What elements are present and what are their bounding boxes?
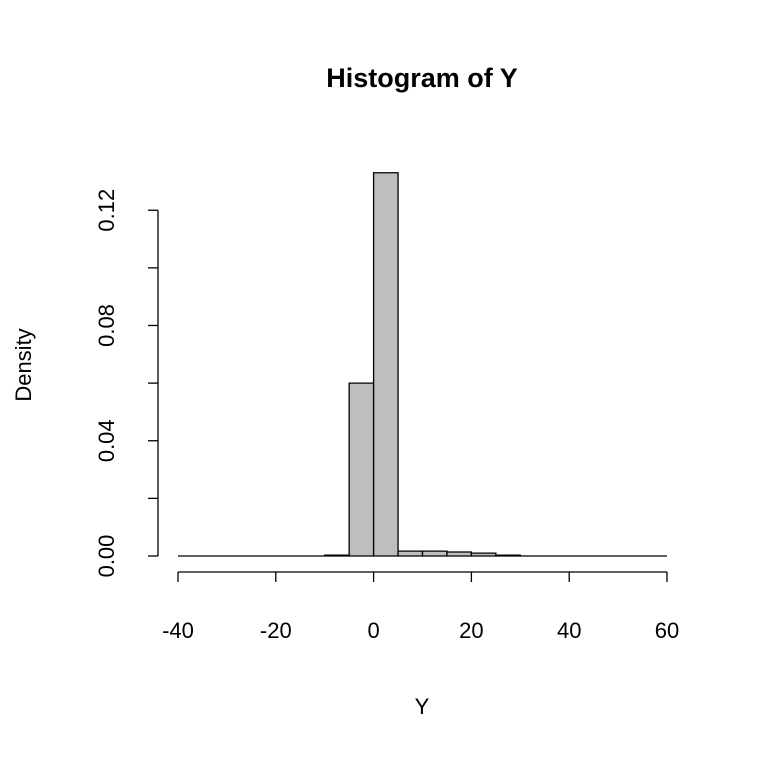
x-tick-label: -20 [260,618,292,643]
x-tick-label: -40 [162,618,194,643]
x-tick-label: 60 [655,618,679,643]
bar [495,554,521,557]
y-tick-label: 0.00 [94,535,119,578]
y-tick-label: 0.04 [94,419,119,462]
x-tick-label: 0 [367,618,379,643]
bar [372,172,399,557]
bar [421,550,448,557]
bar [348,382,375,557]
x-tick-label: 20 [459,618,483,643]
bar [397,550,424,557]
x-tick-label: 40 [557,618,581,643]
bar [446,551,473,557]
x-axis-label: Y [415,694,430,719]
chart-title: Histogram of Y [326,63,518,93]
y-axis-label: Density [11,328,36,401]
y-tick-label: 0.08 [94,304,119,347]
bar [470,552,497,557]
y-tick-label: 0.12 [94,189,119,232]
bar [324,554,350,557]
